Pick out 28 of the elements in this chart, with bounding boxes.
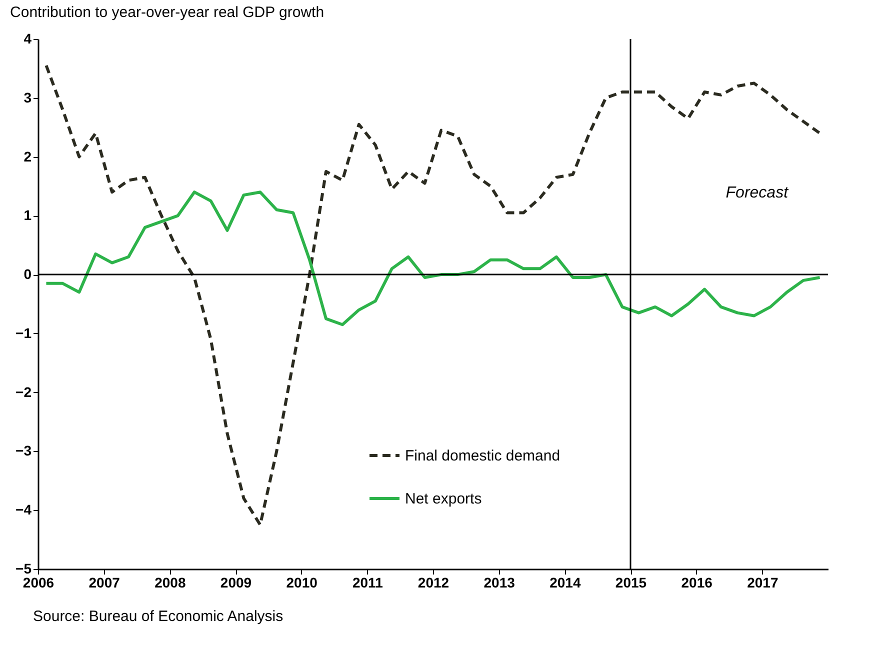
x-tick-label: 2006 [22,574,54,590]
y-tick-label: 4 [24,30,32,46]
x-tick-label: 2014 [550,574,581,590]
y-tick-label: −3 [16,442,32,459]
annotation: Forecast [726,184,789,202]
y-tick-label: −2 [16,384,32,400]
line-series [44,64,822,526]
y-tick-label: 0 [24,266,32,282]
x-tick-label: 2011 [352,574,384,590]
y-tick-label: −4 [16,502,32,518]
x-tick-label: 2013 [484,574,516,590]
x-tick-label: 2008 [154,574,186,590]
legend-label: Final domestic demand [405,448,560,464]
y-tick-label: 2 [24,148,32,164]
x-tick-label: 2007 [88,574,120,590]
chart-title: Contribution to year-over-year real GDP growth [10,4,324,21]
x-tick-label: 2012 [418,574,450,590]
y-tick-label: 3 [24,89,32,106]
x-tick-label: 2017 [747,574,778,590]
legend-label: Net exports [405,490,482,508]
y-tick-label: 1 [24,207,32,224]
y-tick-label: −1 [16,324,32,341]
x-tick-label: 2010 [286,574,318,590]
y-tick-label: −5 [16,560,32,576]
source-note: Source: Bureau of Economic Analysis [33,608,284,625]
x-tick-label: 2016 [681,574,713,590]
x-tick-label: 2009 [220,574,252,590]
x-tick-label: 2015 [615,574,647,590]
